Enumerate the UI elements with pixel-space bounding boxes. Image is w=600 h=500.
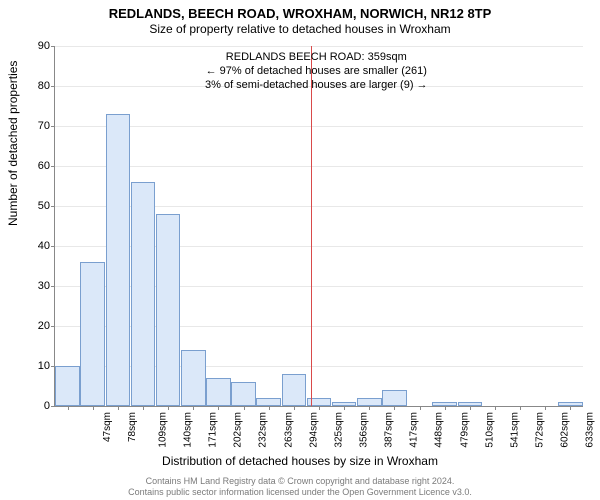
- xtick-label: 140sqm: [183, 412, 194, 448]
- xtick-label: 387sqm: [384, 412, 395, 448]
- footer-line2: Contains public sector information licen…: [0, 487, 600, 498]
- xtick-mark: [143, 406, 144, 410]
- ytick-mark: [51, 406, 55, 407]
- gridline: [55, 166, 583, 167]
- histogram-bar: [382, 390, 407, 406]
- reference-line: [311, 46, 312, 406]
- xtick-mark: [495, 406, 496, 410]
- xtick-mark: [193, 406, 194, 410]
- xtick-label: 263sqm: [283, 412, 294, 448]
- xtick-label: 356sqm: [359, 412, 370, 448]
- xtick-mark: [445, 406, 446, 410]
- histogram-bar: [282, 374, 307, 406]
- annotation-line2: ← 97% of detached houses are smaller (26…: [205, 65, 428, 79]
- ytick-label: 40: [25, 240, 50, 252]
- histogram-bar: [307, 398, 332, 406]
- ytick-label: 60: [25, 160, 50, 172]
- xtick-mark: [269, 406, 270, 410]
- chart-title: REDLANDS, BEECH ROAD, WROXHAM, NORWICH, …: [0, 0, 600, 21]
- xtick-mark: [520, 406, 521, 410]
- ytick-label: 0: [25, 400, 50, 412]
- ytick-mark: [51, 326, 55, 327]
- xtick-mark: [218, 406, 219, 410]
- xtick-label: 294sqm: [308, 412, 319, 448]
- xtick-label: 47sqm: [102, 412, 113, 442]
- xtick-mark: [118, 406, 119, 410]
- histogram-bar: [80, 262, 105, 406]
- xtick-mark: [68, 406, 69, 410]
- ytick-label: 80: [25, 80, 50, 92]
- histogram-bar: [156, 214, 181, 406]
- histogram-bar: [357, 398, 382, 406]
- ytick-mark: [51, 246, 55, 247]
- histogram-bar: [55, 366, 80, 406]
- ytick-mark: [51, 126, 55, 127]
- histogram-bar: [106, 114, 131, 406]
- xtick-mark: [244, 406, 245, 410]
- histogram-bar: [131, 182, 156, 406]
- xtick-mark: [420, 406, 421, 410]
- xtick-mark: [344, 406, 345, 410]
- xtick-mark: [168, 406, 169, 410]
- footer-attribution: Contains HM Land Registry data © Crown c…: [0, 476, 600, 498]
- ytick-mark: [51, 46, 55, 47]
- xtick-label: 479sqm: [459, 412, 470, 448]
- xtick-label: 541sqm: [509, 412, 520, 448]
- ytick-label: 30: [25, 280, 50, 292]
- histogram-bar: [181, 350, 206, 406]
- xtick-label: 510sqm: [484, 412, 495, 448]
- y-axis-label: Number of detached properties: [6, 61, 20, 226]
- xtick-label: 572sqm: [535, 412, 546, 448]
- xtick-label: 417sqm: [409, 412, 420, 448]
- histogram-bar: [231, 382, 256, 406]
- ytick-mark: [51, 206, 55, 207]
- xtick-label: 109sqm: [157, 412, 168, 448]
- xtick-label: 202sqm: [233, 412, 244, 448]
- xtick-label: 325sqm: [333, 412, 344, 448]
- xtick-label: 78sqm: [127, 412, 138, 442]
- xtick-label: 448sqm: [434, 412, 445, 448]
- ytick-label: 70: [25, 120, 50, 132]
- footer-line1: Contains HM Land Registry data © Crown c…: [0, 476, 600, 487]
- xtick-mark: [570, 406, 571, 410]
- xtick-mark: [470, 406, 471, 410]
- xtick-label: 602sqm: [560, 412, 571, 448]
- ytick-label: 20: [25, 320, 50, 332]
- xtick-label: 633sqm: [585, 412, 596, 448]
- xtick-mark: [319, 406, 320, 410]
- xtick-label: 171sqm: [208, 412, 219, 448]
- ytick-label: 50: [25, 200, 50, 212]
- histogram-bar: [256, 398, 281, 406]
- x-axis-label: Distribution of detached houses by size …: [0, 454, 600, 468]
- xtick-mark: [394, 406, 395, 410]
- chart-plot-area: 010203040506070809047sqm78sqm109sqm140sq…: [54, 46, 583, 407]
- xtick-label: 232sqm: [258, 412, 269, 448]
- annotation-box: REDLANDS BEECH ROAD: 359sqm← 97% of deta…: [205, 51, 428, 92]
- annotation-line1: REDLANDS BEECH ROAD: 359sqm: [205, 51, 428, 65]
- xtick-mark: [294, 406, 295, 410]
- histogram-bar: [206, 378, 231, 406]
- ytick-mark: [51, 286, 55, 287]
- ytick-label: 10: [25, 360, 50, 372]
- ytick-mark: [51, 86, 55, 87]
- gridline: [55, 46, 583, 47]
- chart-subtitle: Size of property relative to detached ho…: [0, 21, 600, 36]
- gridline: [55, 126, 583, 127]
- ytick-label: 90: [25, 40, 50, 52]
- xtick-mark: [93, 406, 94, 410]
- ytick-mark: [51, 166, 55, 167]
- xtick-mark: [545, 406, 546, 410]
- xtick-mark: [369, 406, 370, 410]
- annotation-line3: 3% of semi-detached houses are larger (9…: [205, 79, 428, 93]
